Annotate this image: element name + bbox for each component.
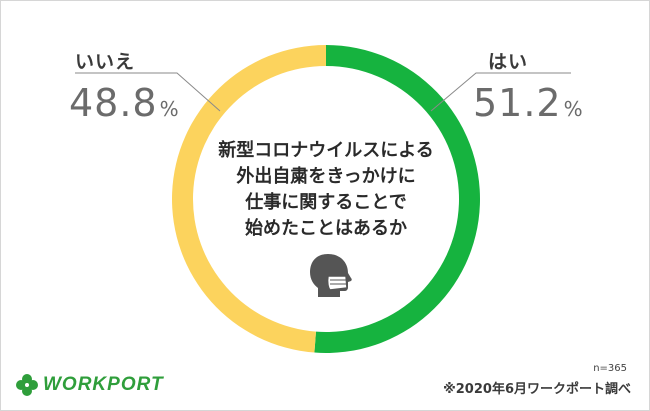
no-value-unit: % — [159, 97, 180, 121]
workport-logo: WORKPORT — [15, 373, 164, 397]
yes-value: 51.2% — [473, 81, 584, 125]
yes-value-unit: % — [563, 97, 584, 121]
source-note: ※2020年6月ワークポート調べ — [443, 382, 631, 397]
no-value-number: 48.8 — [69, 81, 158, 125]
no-label: いいえ — [75, 51, 136, 73]
no-value: 48.8% — [69, 81, 180, 125]
masked-person-icon — [310, 254, 352, 297]
question-line: 始めたことはあるか — [245, 218, 407, 239]
slice-yes — [314, 45, 480, 353]
logo-text: WORKPORT — [43, 374, 164, 395]
leader-line-yes — [430, 72, 571, 112]
question-line: 外出自粛をきっかけに — [236, 166, 416, 187]
yes-value-number: 51.2 — [473, 81, 562, 125]
question-line: 仕事に関することで — [245, 192, 407, 213]
sample-size: n=365 — [593, 363, 627, 374]
question-line: 新型コロナウイルスによる — [218, 140, 434, 161]
leader-line-no — [75, 72, 221, 112]
survey-question: 新型コロナウイルスによる 外出自粛をきっかけに 仕事に関することで 始めたことは… — [196, 138, 456, 242]
slice-no — [171, 45, 326, 353]
yes-label: はい — [488, 51, 529, 73]
clover-icon — [16, 374, 38, 396]
